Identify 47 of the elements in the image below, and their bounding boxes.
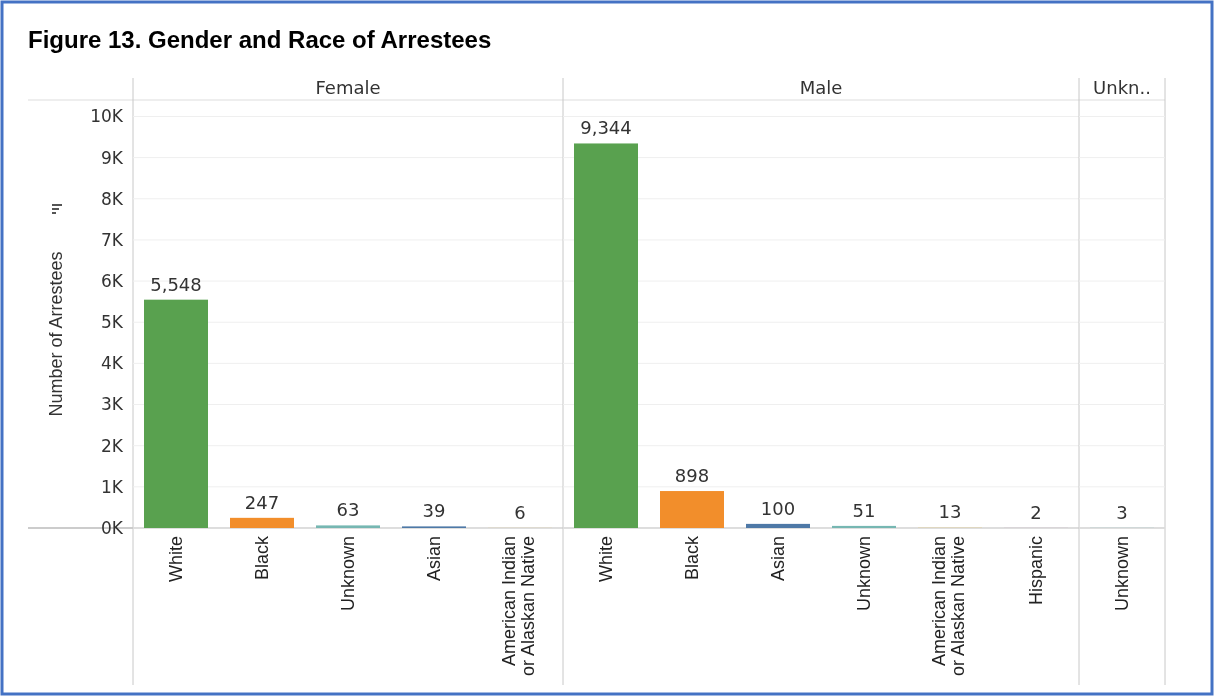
y-axis-title: Number of Arrestees — [46, 251, 66, 417]
y-tick-label: 1K — [101, 476, 124, 497]
bar — [316, 525, 380, 528]
bar — [832, 525, 896, 528]
data-label: 39 — [422, 500, 446, 522]
x-tick-label: Asian — [768, 536, 789, 582]
data-label: 3 — [1116, 501, 1128, 523]
chart-subtitle: Unkn.. — [1093, 77, 1151, 98]
x-tick-label: Unknown — [854, 536, 875, 612]
y-tick-label: 9K — [101, 147, 124, 168]
data-label: 5,548 — [150, 273, 202, 295]
x-tick-label: Asian — [424, 536, 445, 582]
data-label: 13 — [938, 501, 962, 523]
y-tick-label: 2K — [101, 435, 124, 456]
bar — [574, 143, 638, 528]
x-tick-label: Unknown — [338, 536, 359, 612]
y-tick-label: 7K — [101, 229, 124, 250]
bar — [746, 523, 810, 528]
x-tick-label: Hispanic — [1026, 536, 1047, 606]
y-tick-label: 5K — [101, 312, 124, 333]
chart-title: Figure 13. Gender and Race of Arrestees — [28, 26, 492, 53]
y-tick-label: 8K — [101, 188, 124, 209]
data-label: 63 — [336, 499, 360, 521]
bar — [660, 491, 724, 528]
y-tick-label: 0K — [101, 517, 124, 538]
data-label: 898 — [674, 465, 710, 487]
chart-subtitle: Male — [799, 77, 843, 98]
x-tick-label: Black — [252, 535, 273, 581]
y-tick-label: 10K — [90, 106, 124, 127]
x-tick-label: American Indian or Alaskan Native — [928, 536, 969, 677]
x-tick-label: White — [596, 536, 617, 583]
data-label: 2 — [1030, 501, 1042, 523]
x-tick-label: Black — [682, 535, 703, 581]
data-label: 6 — [514, 501, 526, 523]
y-tick-label: 3K — [101, 394, 124, 415]
data-label: 247 — [244, 491, 280, 513]
bar — [144, 299, 208, 528]
chart-subtitle: Female — [315, 77, 381, 98]
x-tick-label: Unknown — [1112, 536, 1133, 612]
y-tick-label: 4K — [101, 353, 124, 374]
bar — [230, 517, 294, 528]
data-label: 9,344 — [580, 117, 632, 139]
x-tick-label: White — [166, 536, 187, 583]
data-label: 100 — [760, 497, 796, 519]
y-tick-label: 6K — [101, 271, 124, 292]
x-tick-label: American Indian or Alaskan Native — [498, 536, 539, 677]
data-label: 51 — [852, 499, 876, 521]
